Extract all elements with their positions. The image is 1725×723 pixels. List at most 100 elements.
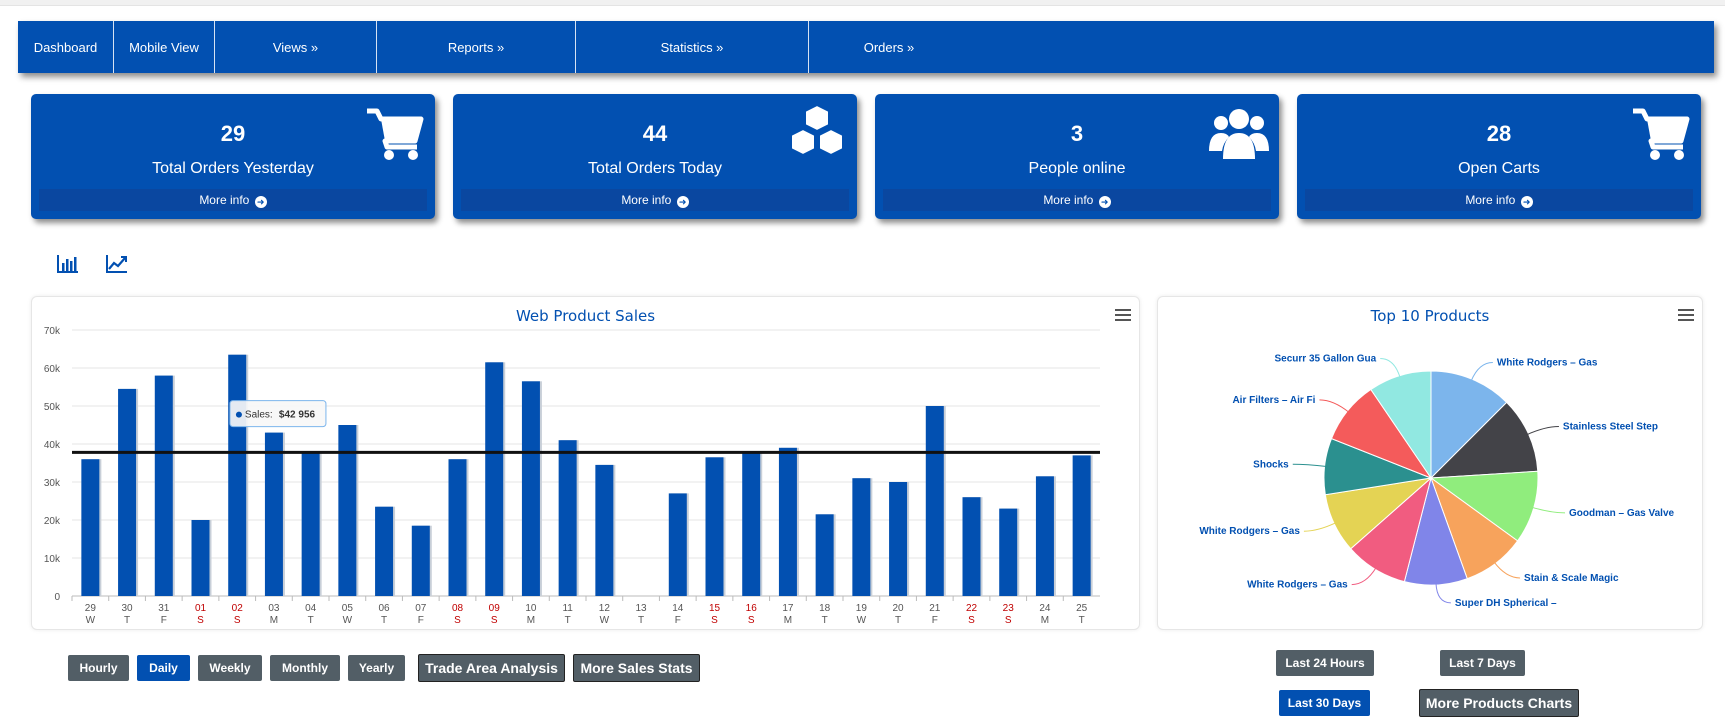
pie-label: White Rodgers – Gas	[1247, 580, 1348, 591]
chart-menu-icon[interactable]	[1678, 309, 1694, 323]
more-info-label: More info	[1465, 193, 1516, 207]
bar[interactable]	[558, 440, 577, 596]
more-info-label: More info	[621, 193, 672, 207]
pie-connector	[1351, 567, 1377, 586]
bar[interactable]	[521, 381, 540, 596]
pie-connector	[1303, 522, 1337, 532]
x-tick-label: 29	[85, 603, 97, 614]
bar[interactable]	[999, 508, 1018, 596]
tooltip-label: Sales:	[245, 410, 273, 421]
nav-views-menu[interactable]: Views »	[215, 21, 377, 73]
cart-icon	[367, 108, 424, 160]
more-info-link[interactable]: More info ➜	[883, 189, 1271, 211]
x-tick-label: 08	[452, 603, 464, 614]
nav-mobile-view[interactable]: Mobile View	[114, 21, 215, 73]
y-tick-label: 50k	[44, 402, 61, 413]
bar[interactable]	[1035, 476, 1054, 596]
daily-button[interactable]: Daily	[137, 655, 190, 681]
x-tick-label: 24	[1039, 603, 1051, 614]
tooltip-value: $42 956	[279, 410, 316, 421]
x-weekday-label: T	[124, 615, 130, 626]
x-weekday-label: S	[454, 615, 461, 626]
bar[interactable]	[81, 459, 100, 596]
bar[interactable]	[1072, 455, 1091, 596]
x-weekday-label: F	[675, 615, 681, 626]
x-tick-label: 17	[782, 603, 794, 614]
bar[interactable]	[778, 447, 797, 596]
x-tick-label: 25	[1076, 603, 1088, 614]
hourly-button[interactable]: Hourly	[68, 655, 129, 681]
x-weekday-label: S	[711, 615, 718, 626]
pie-label: Goodman – Gas Valve	[1569, 508, 1674, 519]
more-info-link[interactable]: More info ➜	[1305, 189, 1693, 211]
card-value: 28	[1486, 121, 1512, 146]
chart-menu-icon[interactable]	[1115, 309, 1131, 323]
sales-tooltip: Sales: $42 956	[229, 400, 327, 428]
bar[interactable]	[301, 451, 320, 596]
bar[interactable]	[118, 388, 137, 596]
x-tick-label: 04	[305, 603, 317, 614]
card-value: 44	[642, 121, 668, 146]
y-tick-label: 0	[54, 592, 60, 603]
bar[interactable]	[705, 457, 724, 596]
x-tick-label: 22	[966, 603, 978, 614]
x-tick-label: 11	[562, 603, 573, 614]
nav-dashboard[interactable]: Dashboard	[18, 21, 114, 73]
bar[interactable]	[815, 514, 834, 596]
bar[interactable]	[191, 520, 210, 596]
nav-statistics-menu[interactable]: Statistics »	[576, 21, 809, 73]
card-label: People online	[1028, 160, 1126, 177]
nav-orders-menu[interactable]: Orders »	[863, 39, 915, 55]
last-24-hours-button[interactable]: Last 24 Hours	[1276, 650, 1374, 676]
bar[interactable]	[264, 432, 283, 596]
last-7-days-button[interactable]: Last 7 Days	[1440, 650, 1525, 676]
x-tick-label: 21	[929, 603, 941, 614]
bar[interactable]	[485, 362, 504, 596]
top-border	[0, 0, 1725, 6]
x-tick-label: 09	[489, 603, 501, 614]
bar[interactable]	[668, 493, 687, 596]
web-sales-chart-panel: Web Product Sales 0 10k 20k 30k 40k 50k 60k 70k…	[31, 296, 1140, 630]
x-tick-label: 10	[525, 603, 537, 614]
card-label: Open Carts	[1458, 160, 1540, 177]
cubes-icon	[790, 103, 844, 157]
bar[interactable]	[411, 525, 430, 596]
more-info-label: More info	[199, 193, 250, 207]
x-weekday-label: S	[1005, 615, 1012, 626]
pie-label: Super DH Spherical –	[1455, 598, 1557, 609]
y-tick-label: 70k	[44, 326, 61, 337]
last-30-days-button[interactable]: Last 30 Days	[1279, 690, 1370, 716]
bar[interactable]	[742, 451, 761, 596]
pie-label: Stain & Scale Magic	[1524, 573, 1619, 584]
bar[interactable]	[228, 354, 247, 596]
bar[interactable]	[595, 464, 614, 596]
bar[interactable]	[925, 406, 944, 596]
weekly-button[interactable]: Weekly	[198, 655, 262, 681]
monthly-button[interactable]: Monthly	[270, 655, 340, 681]
x-weekday-label: W	[86, 615, 96, 626]
bar[interactable]	[338, 425, 357, 596]
x-weekday-label: S	[234, 615, 241, 626]
x-tick-label: 01	[195, 603, 207, 614]
bar[interactable]	[154, 375, 173, 596]
x-tick-label: 16	[746, 603, 758, 614]
x-weekday-label: M	[270, 615, 278, 626]
pie-label: Shocks	[1253, 459, 1289, 470]
bar-chart-icon[interactable]	[56, 253, 80, 275]
more-products-charts-button[interactable]: More Products Charts	[1419, 689, 1579, 717]
bar[interactable]	[852, 478, 871, 596]
nav-reports-menu[interactable]: Reports »	[377, 21, 576, 73]
more-sales-stats-button[interactable]: More Sales Stats	[573, 654, 700, 682]
bar[interactable]	[889, 482, 908, 596]
bar[interactable]	[962, 497, 981, 596]
more-info-link[interactable]: More info ➜	[39, 189, 427, 211]
more-info-label: More info	[1043, 193, 1094, 207]
bar[interactable]	[375, 506, 394, 596]
x-weekday-label: F	[161, 615, 167, 626]
line-chart-icon[interactable]	[105, 253, 129, 275]
bar[interactable]	[448, 459, 467, 596]
more-info-link[interactable]: More info ➜	[461, 189, 849, 211]
trade-area-analysis-button[interactable]: Trade Area Analysis	[418, 654, 565, 682]
x-weekday-label: F	[932, 615, 938, 626]
yearly-button[interactable]: Yearly	[348, 655, 405, 681]
